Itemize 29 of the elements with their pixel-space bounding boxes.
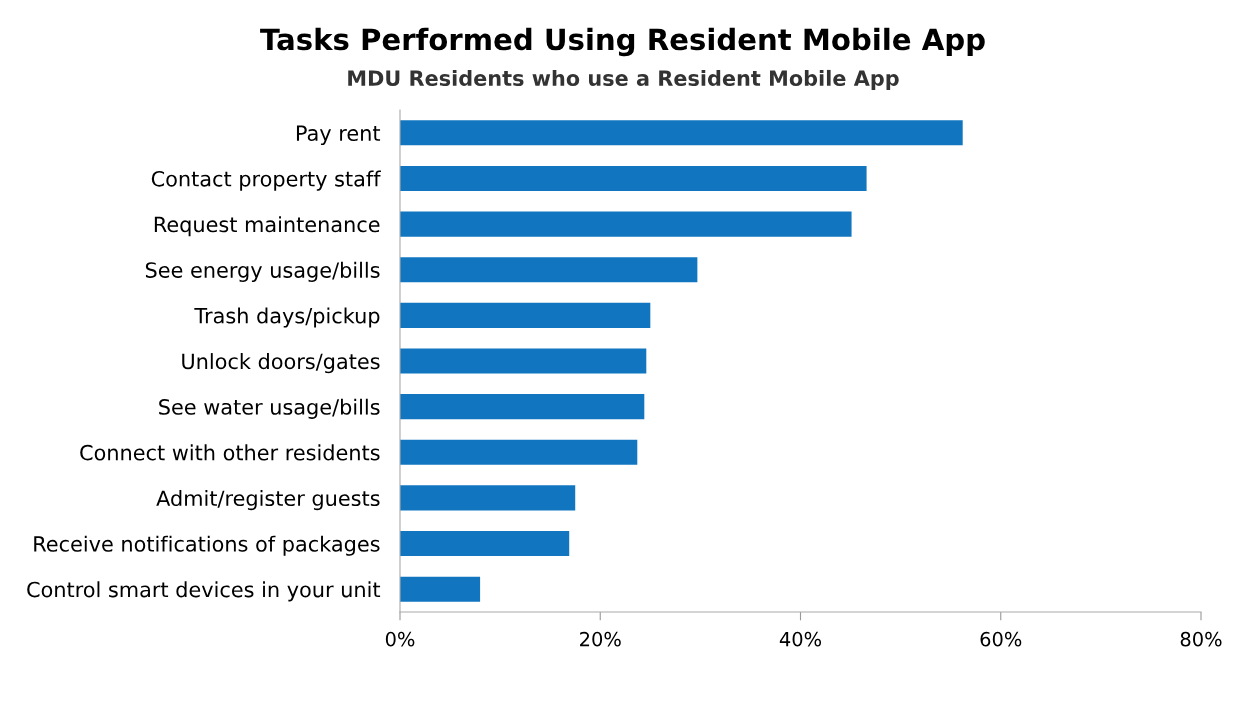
chart-subtitle: MDU Residents who use a Resident Mobile App	[348, 69, 899, 91]
bar	[400, 348, 647, 374]
x-tick-label: 20%	[580, 631, 621, 647]
bar	[400, 439, 638, 465]
bar	[400, 257, 698, 283]
bar	[400, 165, 867, 191]
chart-title: Tasks Performed Using Resident Mobile App	[260, 27, 985, 57]
bar	[400, 211, 852, 237]
y-tick-label: See energy usage/bills	[145, 261, 380, 282]
y-tick-label: See water usage/bills	[159, 398, 380, 419]
x-tick-label: 80%	[1180, 631, 1222, 647]
bar	[400, 485, 576, 511]
bar	[400, 576, 481, 602]
y-tick-label: Request maintenance	[154, 216, 380, 237]
y-tick-label: Unlock doors/gates	[182, 353, 380, 374]
x-tick-label: 60%	[980, 631, 1022, 647]
x-tick-label: 0%	[385, 631, 415, 647]
y-tick-label: Contact property staff	[151, 170, 381, 191]
y-tick-label: Pay rent	[296, 125, 381, 146]
x-tick-label: 40%	[779, 631, 822, 647]
y-tick-label: Control smart devices in your unit	[27, 581, 381, 602]
y-tick-label: Admit/register guests	[156, 489, 380, 511]
bar	[400, 120, 963, 146]
y-tick-label: Receive notifications of packages	[34, 535, 380, 556]
bar	[400, 531, 570, 557]
bar	[400, 394, 645, 420]
y-tick-label: Connect with other residents	[80, 444, 380, 461]
y-tick-label: Trash days/pickup	[194, 307, 380, 328]
bar	[400, 302, 651, 328]
